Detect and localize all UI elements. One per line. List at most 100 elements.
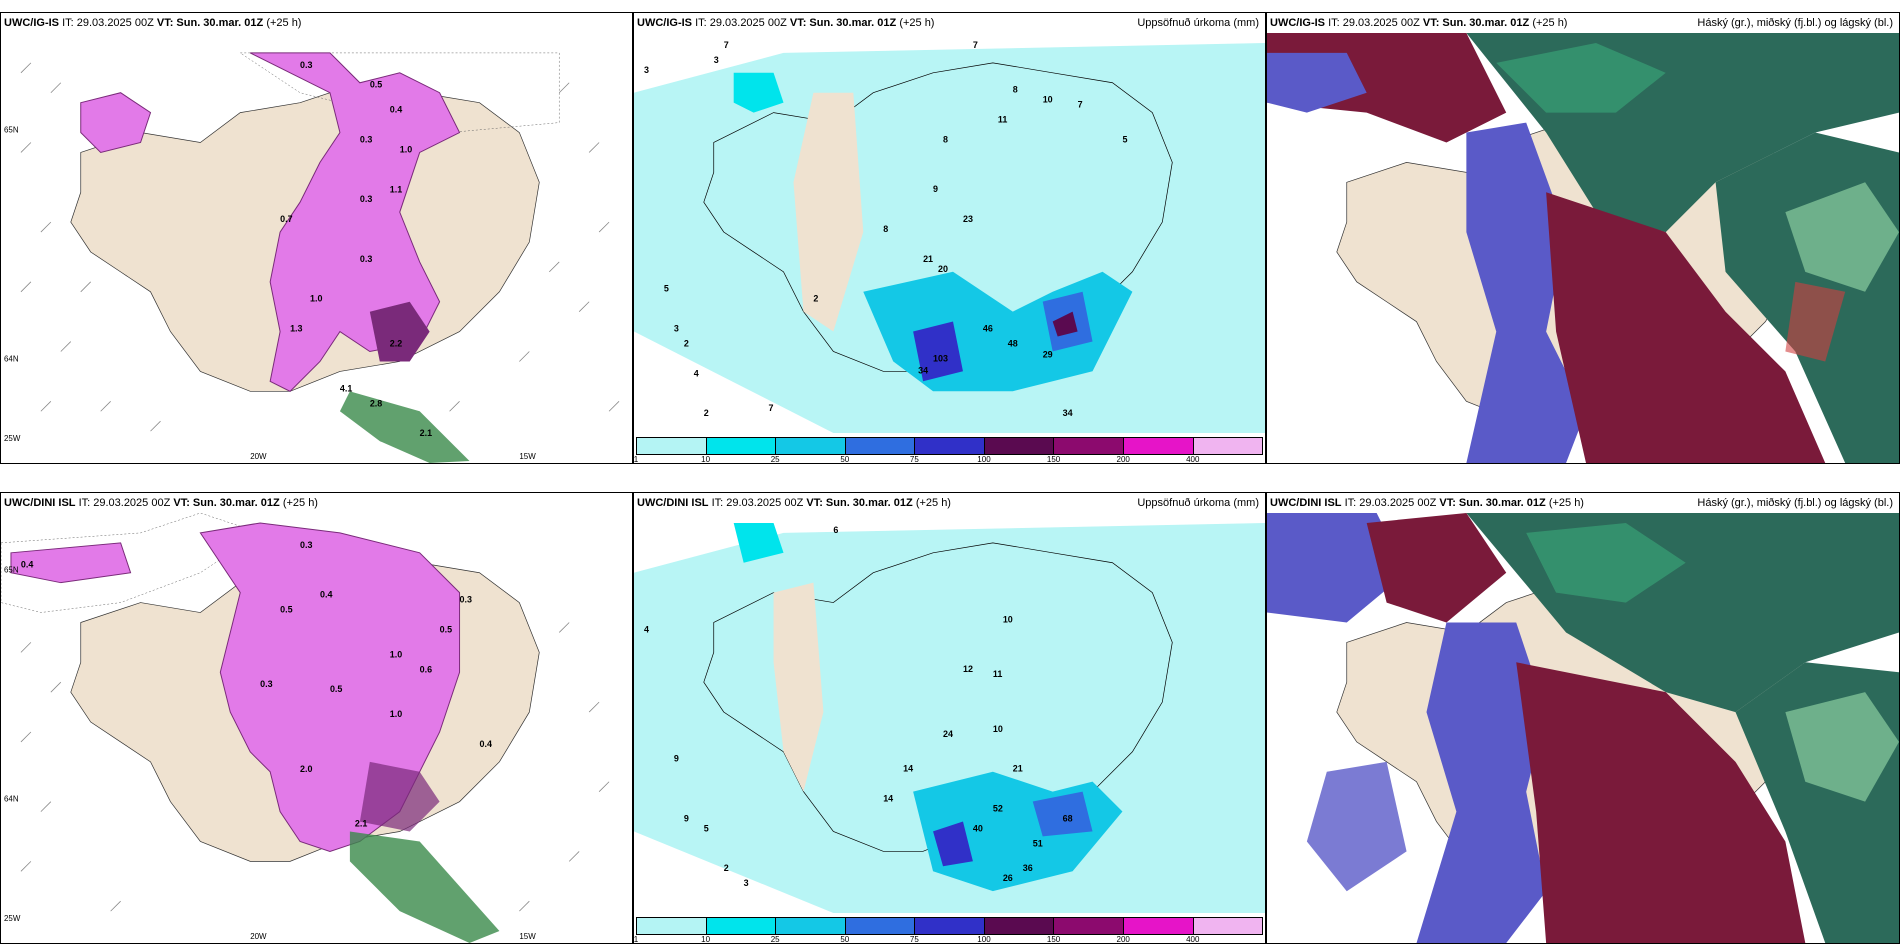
value-label: 2 <box>724 863 729 873</box>
map-area[interactable]: 0.3 0.5 0.4 0.3 1.0 0.7 0.3 1.1 0.3 1.0 … <box>1 33 632 463</box>
value-label: 2.1 <box>355 819 367 829</box>
value-label: 0.4 <box>390 105 402 115</box>
value-label: 5 <box>664 284 669 294</box>
value-label: 52 <box>993 804 1003 814</box>
colorbar-tick: 50 <box>840 455 850 464</box>
axis-label-65n: 65N <box>4 566 19 575</box>
value-label: 0.4 <box>320 590 332 600</box>
colorbar-swatch <box>776 918 846 934</box>
colorbar-tick: 200 <box>1116 935 1130 944</box>
map-area[interactable]: 0.4 0.3 0.4 0.5 0.3 0.5 1.0 0.6 0.5 2.0 … <box>1 513 632 943</box>
map-area[interactable] <box>1267 513 1899 943</box>
map-panel-top-right[interactable]: UWC/IG-IS IT: 29.03.2025 00Z VT: Sun. 30… <box>1266 12 1900 464</box>
colorbar-tick: 1 <box>633 455 639 464</box>
map-panel-top-middle[interactable]: UWC/IG-IS IT: 29.03.2025 00Z VT: Sun. 30… <box>633 12 1266 464</box>
colorbar-swatch <box>845 918 916 934</box>
value-label: 9 <box>933 184 938 194</box>
map-panel-top-left[interactable]: UWC/IG-IS IT: 29.03.2025 00Z VT: Sun. 30… <box>0 12 633 464</box>
lead-time: (+25 h) <box>282 497 318 509</box>
value-label: 1.0 <box>400 144 412 154</box>
valid-time-label: VT: <box>789 17 807 29</box>
value-label: 4 <box>694 368 699 378</box>
value-label: 14 <box>883 794 893 804</box>
colorbar-tick: 400 <box>1186 935 1200 944</box>
colorbar-swatch <box>637 438 707 454</box>
value-label: 29 <box>1043 349 1053 359</box>
value-label: 0.3 <box>360 254 372 264</box>
value-label: 0.5 <box>440 624 452 634</box>
axis-label-65n: 65N <box>4 126 19 135</box>
colorbar: 1 10 25 50 75 100 150 200 400 <box>634 433 1265 463</box>
value-label: 0.3 <box>300 540 312 550</box>
value-label: 0.3 <box>300 60 312 70</box>
colorbar-tick: 150 <box>1046 455 1061 464</box>
axis-label-15w: 15W <box>519 932 536 941</box>
map-area[interactable] <box>1267 33 1899 463</box>
value-label: 11 <box>998 115 1007 125</box>
value-label: 3 <box>644 65 649 75</box>
colorbar-tick: 200 <box>1116 455 1130 464</box>
value-label: 0.3 <box>460 595 472 605</box>
value-label: 3 <box>744 878 749 888</box>
rain-band <box>349 831 500 943</box>
valid-time: Sun. 30.mar. 01Z <box>192 497 280 509</box>
value-label: 36 <box>1023 863 1033 873</box>
panel-header: UWC/DINI ISL IT: 29.03.2025 00Z VT: Sun.… <box>634 493 1265 513</box>
value-label: 14 <box>903 764 913 774</box>
map-panel-bottom-middle[interactable]: UWC/DINI ISL IT: 29.03.2025 00Z VT: Sun.… <box>633 492 1266 944</box>
valid-time: Sun. 30.mar. 01Z <box>1442 17 1530 29</box>
colorbar-tick: 25 <box>770 935 780 944</box>
value-label: 8 <box>883 224 888 234</box>
colorbar-swatch <box>1054 438 1124 454</box>
value-label: 21 <box>1013 764 1023 774</box>
lead-time: (+25 h) <box>915 497 951 509</box>
value-label: 0.5 <box>370 80 382 90</box>
colorbar-swatch <box>1193 918 1263 934</box>
value-label: 0.3 <box>360 134 372 144</box>
value-label: 34 <box>1063 408 1073 418</box>
value-label: 23 <box>963 214 973 224</box>
colorbar-swatch <box>706 438 777 454</box>
value-label: 10 <box>993 724 1003 734</box>
valid-time: Sun. 30.mar. 01Z <box>176 17 264 29</box>
lead-time: (+25 h) <box>899 17 935 29</box>
colorbar-swatch <box>1123 918 1194 934</box>
valid-time-label: VT: <box>156 17 174 29</box>
valid-time: Sun. 30.mar. 01Z <box>825 497 913 509</box>
value-label: 21 <box>923 254 933 264</box>
value-label: 2 <box>684 338 689 348</box>
model-name: UWC/IG-IS <box>1270 17 1325 29</box>
panel-header: UWC/IG-IS IT: 29.03.2025 00Z VT: Sun. 30… <box>1267 13 1899 33</box>
lead-time: (+25 h) <box>1548 497 1584 509</box>
colorbar-swatch <box>1193 438 1263 454</box>
value-label: 4.1 <box>340 383 352 393</box>
lead-time: (+25 h) <box>1532 17 1568 29</box>
lead-time: (+25 h) <box>266 17 302 29</box>
map-area[interactable]: 6 9 4 10 11 12 24 10 14 21 52 40 68 51 2… <box>634 513 1265 913</box>
value-label: 2 <box>704 408 709 418</box>
run-time: IT: 29.03.2025 00Z <box>695 17 787 29</box>
map-panel-bottom-left[interactable]: UWC/DINI ISL IT: 29.03.2025 00Z VT: Sun.… <box>0 492 633 944</box>
value-label: 2.1 <box>420 428 432 438</box>
axis-label-25w: 25W <box>4 914 21 923</box>
value-label: 4 <box>644 624 649 634</box>
colorbar-tick: 100 <box>977 935 991 944</box>
value-label: 0.7 <box>280 214 292 224</box>
map-area[interactable]: 3 7 7 3 8 10 7 11 5 8 9 23 21 20 46 48 1… <box>634 33 1265 433</box>
panel-header: UWC/IG-IS IT: 29.03.2025 00Z VT: Sun. 30… <box>1 13 632 33</box>
value-label: 3 <box>674 324 679 334</box>
colorbar-tick: 50 <box>840 935 850 944</box>
value-label: 7 <box>973 40 978 50</box>
value-label: 2.2 <box>390 339 402 349</box>
valid-time-label: VT: <box>173 497 190 509</box>
value-label: 0.3 <box>360 194 372 204</box>
value-label: 103 <box>933 353 948 363</box>
colorbar-swatch <box>776 438 846 454</box>
map-panel-bottom-right[interactable]: UWC/DINI ISL IT: 29.03.2025 00Z VT: Sun.… <box>1266 492 1900 944</box>
valid-time-label: VT: <box>1439 497 1456 509</box>
value-label: 2 <box>813 294 818 304</box>
colorbar-tick: 75 <box>909 935 919 944</box>
value-label: 7 <box>724 40 729 50</box>
panel-header: UWC/DINI ISL IT: 29.03.2025 00Z VT: Sun.… <box>1267 493 1899 513</box>
value-label: 46 <box>983 324 993 334</box>
